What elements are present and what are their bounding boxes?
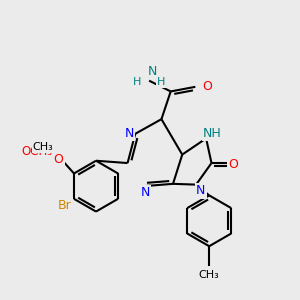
Text: O: O	[54, 153, 64, 166]
Text: O: O	[228, 158, 238, 171]
Text: H: H	[157, 77, 166, 87]
Text: Br: Br	[58, 199, 72, 212]
Text: N: N	[196, 184, 206, 197]
Text: OCH₃: OCH₃	[22, 146, 52, 158]
Text: N: N	[148, 65, 157, 78]
Text: O: O	[203, 80, 213, 92]
Text: CH₃: CH₃	[33, 142, 54, 152]
Text: N: N	[141, 186, 150, 199]
Text: N: N	[124, 127, 134, 140]
Text: H: H	[133, 77, 141, 87]
Text: O: O	[43, 150, 52, 163]
Text: CH₃: CH₃	[199, 271, 220, 281]
Text: NH: NH	[203, 127, 222, 140]
